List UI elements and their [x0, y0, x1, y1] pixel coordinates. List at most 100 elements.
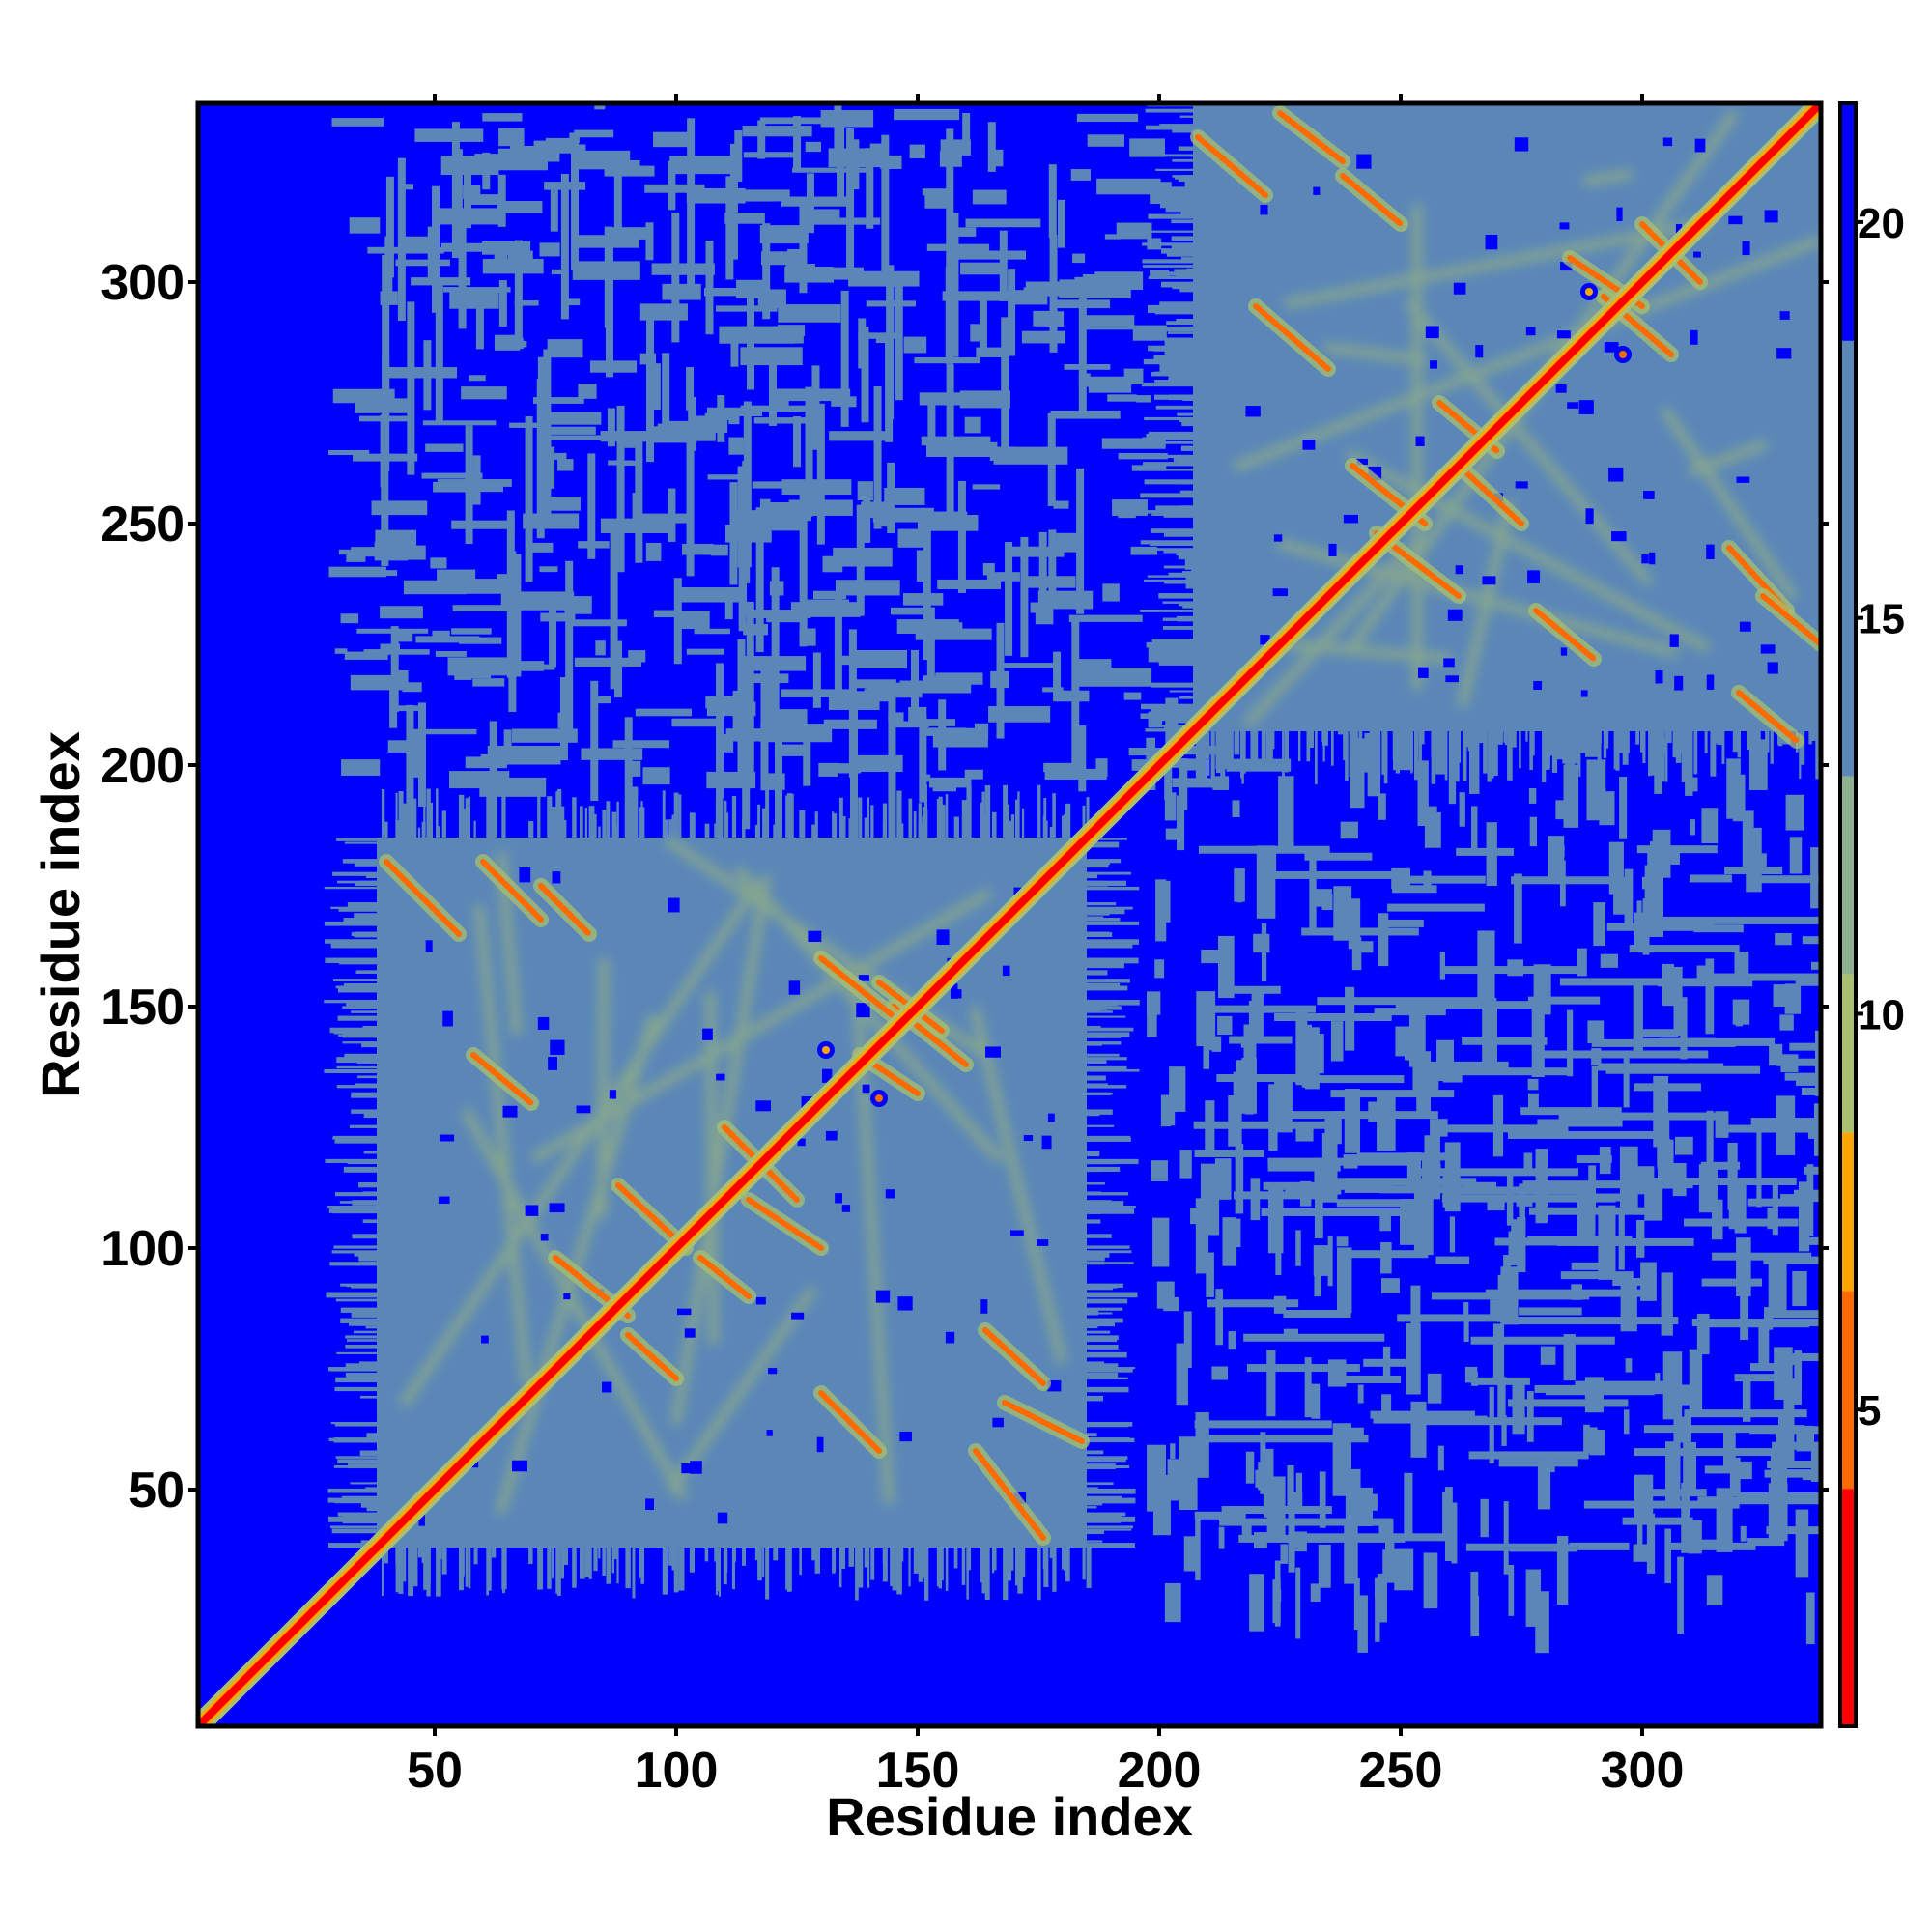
contact-gap	[1417, 667, 1429, 678]
contact-gap	[897, 1296, 913, 1311]
contact-gap	[1415, 436, 1425, 447]
x-tick-label: 300	[1601, 1743, 1685, 1799]
helix-contact	[818, 1390, 882, 1454]
x-tick-label: 200	[1118, 1743, 1202, 1799]
diagonal-core	[198, 103, 1821, 1726]
contact-gap	[1302, 440, 1316, 450]
contact-gap	[563, 1293, 571, 1300]
y-tick-label: 150	[100, 980, 185, 1036]
contact-gap	[821, 1068, 833, 1083]
contact-gap	[1560, 262, 1573, 271]
contact-gap	[1443, 658, 1455, 668]
contact-gap	[1002, 965, 1010, 977]
helix-contact	[1195, 134, 1268, 198]
contact-gap	[1567, 402, 1579, 409]
colorbar-segment	[1840, 1291, 1856, 1490]
helix-contact	[384, 859, 462, 937]
contact-gap	[512, 1460, 527, 1472]
helix-pair-contacts	[379, 105, 1821, 1546]
contact-gap	[950, 983, 958, 999]
y-tick-label: 100	[100, 1221, 185, 1277]
colorbar-segment	[1840, 974, 1856, 1133]
y-tick-label: 300	[100, 255, 185, 311]
colorbar-frame	[1838, 101, 1858, 1728]
contact-gap	[1641, 554, 1649, 564]
colorbar-segment	[1840, 776, 1856, 975]
helix-contact	[1456, 463, 1524, 526]
contact-gap	[862, 1084, 870, 1094]
contact-gap	[1608, 467, 1624, 482]
contact-gap	[1453, 282, 1466, 295]
contact-gap	[1604, 342, 1619, 353]
contact-gap	[1475, 345, 1484, 358]
contact-gap	[576, 1105, 591, 1114]
contact-gap	[1728, 215, 1743, 225]
contact-gap	[1760, 644, 1776, 654]
contact-gap	[875, 1290, 891, 1303]
contact-gap	[1482, 576, 1496, 585]
contact-gap	[1649, 552, 1656, 565]
contact-gap	[1655, 670, 1663, 684]
helix-contact	[1002, 1400, 1085, 1444]
contact-gap	[899, 1431, 912, 1442]
x-tick-label: 50	[407, 1743, 463, 1799]
contact-gap	[668, 897, 680, 913]
contact-gap	[1515, 481, 1528, 489]
helix-contact	[1736, 690, 1800, 744]
contact-gap	[1559, 222, 1570, 230]
contact-gap	[1356, 154, 1372, 169]
contact-gap	[885, 1189, 895, 1199]
contact-gap	[808, 930, 822, 942]
contact-gap	[1662, 137, 1673, 147]
contact-gap	[1447, 609, 1463, 621]
contact-gap	[609, 1090, 617, 1099]
contact-gap	[992, 1417, 1004, 1428]
contact-gap	[525, 1205, 539, 1216]
contact-gap	[1273, 534, 1283, 542]
contact-gap	[1616, 207, 1623, 221]
contact-gap	[1739, 621, 1751, 632]
y-axis-label: Residue index	[30, 731, 91, 1098]
heatmap-plot-area	[198, 103, 1821, 1726]
contact-gap	[1328, 543, 1337, 556]
contact-gap	[1272, 588, 1289, 597]
contact-gap	[1023, 1135, 1034, 1142]
pocket-core	[822, 1046, 830, 1054]
contact-gap	[1776, 348, 1792, 359]
contact-gap	[1445, 675, 1459, 683]
contact-gap	[442, 1010, 453, 1027]
contact-gap	[768, 1368, 778, 1375]
y-tick-label: 200	[100, 738, 185, 794]
contact-gap	[1643, 491, 1655, 499]
colorbar: 5 10 15 20	[1821, 101, 1905, 1728]
contact-gap	[717, 1512, 728, 1524]
contact-gap	[755, 1100, 772, 1112]
y-tick-label: 50	[128, 1463, 185, 1519]
colorbar-tick-label: 5	[1858, 1387, 1881, 1435]
contact-gap	[1706, 544, 1715, 559]
contact-gap	[519, 867, 531, 883]
contact-gap	[953, 989, 962, 999]
helix-contact	[697, 1255, 752, 1299]
contact-gap	[549, 1203, 565, 1213]
contact-gap	[1742, 241, 1750, 256]
contact-gap	[1560, 647, 1568, 656]
contact-gap	[1533, 680, 1543, 691]
contact-gap	[681, 1463, 696, 1474]
contact-gap	[816, 1436, 824, 1453]
contact-gap	[438, 1196, 450, 1204]
colorbar-segment	[1840, 340, 1856, 777]
contact-gap	[548, 1057, 558, 1070]
contact-gap	[1690, 329, 1698, 345]
contact-gap	[1527, 570, 1541, 583]
x-axis-ticks: 50 100 150 200 250 300	[407, 94, 1684, 1799]
contact-gap	[766, 1430, 773, 1436]
contact-gap	[1736, 476, 1750, 483]
helix-contact	[625, 1332, 679, 1381]
x-axis-label: Residue index	[826, 1786, 1193, 1847]
colorbar-tick-label: 15	[1858, 596, 1905, 643]
contact-gap	[858, 975, 869, 981]
contact-gap	[1041, 1135, 1052, 1150]
contact-gap	[1047, 1379, 1062, 1392]
contact-gap	[481, 1335, 489, 1344]
